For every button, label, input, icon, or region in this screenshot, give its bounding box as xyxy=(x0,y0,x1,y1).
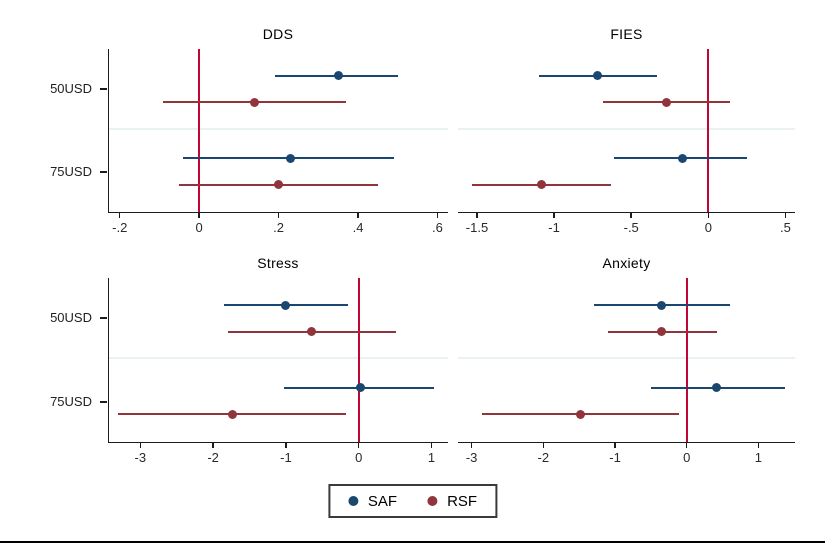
x-axis-tick-label: .5 xyxy=(780,220,791,235)
x-axis-tick xyxy=(470,443,473,448)
x-axis-tick xyxy=(139,443,142,448)
point-marker-rsf-50usd xyxy=(250,97,260,107)
x-axis-tick-label: -1 xyxy=(609,450,621,465)
x-axis-tick-label: -2 xyxy=(537,450,550,465)
y-axis-tick xyxy=(100,317,108,319)
x-axis-tick xyxy=(118,213,121,218)
panel-fies: -1.5 -1 -.5 0 .5 xyxy=(458,49,795,235)
point-marker-rsf-75usd xyxy=(274,180,284,190)
y-axis-label-75usd: 75USD xyxy=(50,393,92,409)
x-axis-tick xyxy=(285,443,287,448)
x-axis-tick-label: -1 xyxy=(548,220,560,235)
legend-item-saf: SAF xyxy=(347,492,398,510)
panel-title-dds: DDS xyxy=(262,26,294,42)
y-axis-tick xyxy=(100,171,108,173)
point-marker-saf-50usd xyxy=(281,300,291,310)
group-divider-line xyxy=(458,357,795,360)
point-marker-rsf-75usd xyxy=(227,409,237,419)
x-axis-tick-label: 0 xyxy=(683,450,691,465)
y-axis-label-50usd: 50USD xyxy=(50,310,92,326)
legend: SAF RSF xyxy=(327,484,498,518)
x-axis-tick xyxy=(614,443,616,448)
rsf-marker-icon xyxy=(427,496,438,506)
x-axis-tick-label: -.2 xyxy=(112,220,128,235)
legend-item-rsf: RSF xyxy=(427,493,477,510)
x-axis-tick-label: .4 xyxy=(352,220,364,235)
x-axis-tick xyxy=(685,443,688,448)
point-marker-saf-50usd xyxy=(333,71,343,81)
point-marker-saf-75usd xyxy=(677,153,687,163)
panel-title-anxiety: Anxiety xyxy=(602,255,651,271)
x-axis-tick-label: .2 xyxy=(273,220,285,235)
bottom-rule xyxy=(0,541,825,543)
zero-reference-line xyxy=(357,278,360,442)
panel-anxiety: -3 -2 -1 0 1 xyxy=(458,278,795,465)
saf-marker-icon xyxy=(347,496,358,506)
x-axis-tick-label: 0 xyxy=(355,450,363,465)
y-axis-label-50usd: 50USD xyxy=(50,80,92,96)
point-marker-saf-75usd xyxy=(712,383,722,393)
x-axis-tick xyxy=(630,213,632,218)
x-axis-tick xyxy=(212,443,214,448)
panel-title-stress: Stress xyxy=(257,255,299,271)
x-axis-tick xyxy=(542,443,545,448)
x-axis-tick-label: -2 xyxy=(207,450,219,465)
point-marker-rsf-75usd xyxy=(537,180,547,190)
x-axis-tick-label: -1 xyxy=(280,450,292,465)
group-divider-line xyxy=(458,127,795,130)
x-axis-tick xyxy=(476,213,478,218)
x-axis-tick-label: 0 xyxy=(195,220,203,235)
zero-reference-line xyxy=(685,278,688,442)
group-divider-line xyxy=(109,127,448,130)
legend-label-saf: SAF xyxy=(367,492,398,510)
point-marker-rsf-50usd xyxy=(306,327,316,337)
x-axis-tick-label: -1.5 xyxy=(465,220,489,235)
x-axis-tick xyxy=(553,213,555,218)
x-axis-tick xyxy=(357,443,360,448)
point-marker-rsf-50usd xyxy=(662,97,672,107)
x-axis-tick xyxy=(757,443,760,448)
point-marker-saf-75usd xyxy=(286,153,296,163)
point-marker-rsf-75usd xyxy=(576,409,586,419)
x-axis-tick xyxy=(707,213,710,218)
panel-title-fies: FIES xyxy=(610,26,643,42)
x-axis-tick xyxy=(784,213,787,218)
zero-reference-line xyxy=(707,49,710,212)
point-marker-saf-75usd xyxy=(355,383,365,393)
panel-dds: -.2 0 .2 .4 .6 xyxy=(100,49,448,235)
x-axis-tick-label: -3 xyxy=(134,450,147,465)
x-axis-tick xyxy=(277,213,280,218)
panel-stress: -3 -2 -1 0 1 xyxy=(100,278,448,465)
x-axis-tick-label: 1 xyxy=(427,450,436,465)
y-axis-label-75usd: 75USD xyxy=(50,164,92,179)
x-axis-tick-label: 0 xyxy=(704,220,712,235)
point-marker-saf-50usd xyxy=(592,71,602,81)
y-axis-tick xyxy=(100,88,108,90)
x-axis-tick xyxy=(436,213,439,218)
group-divider-line xyxy=(109,357,448,360)
x-axis-tick xyxy=(198,213,200,218)
x-axis-tick-label: -3 xyxy=(465,450,478,465)
x-axis-tick-label: .6 xyxy=(432,220,443,235)
legend-label-rsf: RSF xyxy=(447,492,478,510)
point-marker-saf-50usd xyxy=(657,300,667,310)
x-axis-tick xyxy=(357,213,359,218)
x-axis-tick xyxy=(430,443,433,448)
x-axis-tick-label: -.5 xyxy=(623,220,639,235)
point-marker-rsf-50usd xyxy=(657,327,667,337)
x-axis-tick-label: 1 xyxy=(754,450,763,465)
zero-reference-line xyxy=(198,49,201,212)
y-axis-tick xyxy=(100,401,108,403)
